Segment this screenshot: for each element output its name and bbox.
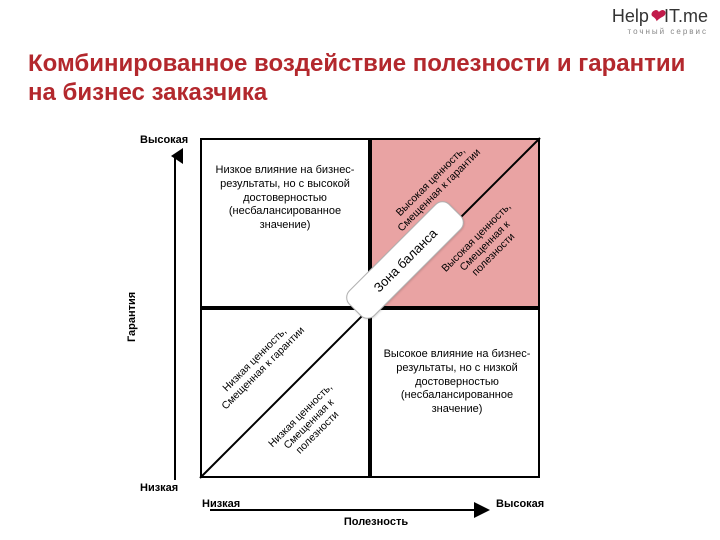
logo-brand-right: IT.me	[664, 6, 708, 26]
logo: Help❤IT.me точный сервис	[612, 6, 708, 36]
x-axis-arrow-icon	[206, 502, 496, 522]
logo-heart-icon: ❤	[649, 6, 664, 26]
logo-brand-left: Help	[612, 6, 649, 26]
y-axis-high-label: Высокая	[140, 134, 194, 146]
matrix-figure: Высокая Низкая Гарантия Низкая Высокая П…	[110, 130, 630, 530]
logo-brand: Help❤IT.me	[612, 6, 708, 27]
y-axis-label: Гарантия	[126, 282, 138, 342]
slide: Help❤IT.me точный сервис Комбинированное…	[0, 0, 720, 540]
x-axis-high-label: Высокая	[496, 498, 550, 510]
page-title: Комбинированное воздействие полезности и…	[28, 50, 692, 108]
y-axis-arrow-icon	[165, 150, 185, 486]
quadrant-bottom-right-text: Высокое влияние на бизнес-результаты, но…	[380, 348, 534, 417]
quadrant-top-left-text: Низкое влияние на бизнес-результаты, но …	[208, 164, 362, 233]
logo-tagline: точный сервис	[612, 27, 708, 36]
